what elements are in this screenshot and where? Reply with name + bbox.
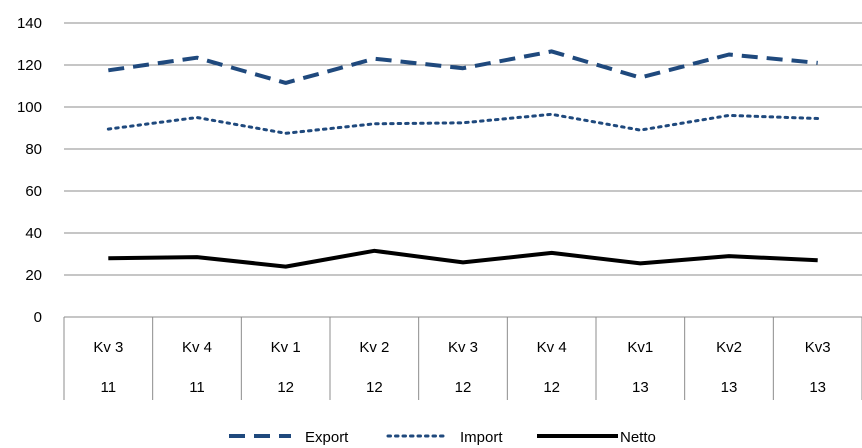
y-tick-label: 140 bbox=[17, 15, 42, 32]
legend: Export Import Netto bbox=[229, 429, 656, 446]
gridlines bbox=[64, 22, 862, 318]
legend-label-export: Export bbox=[305, 429, 349, 446]
x-tick-label-year: 12 bbox=[455, 379, 472, 396]
x-tick-label-year: 12 bbox=[366, 379, 383, 396]
x-tick-label-quarter: Kv 4 bbox=[537, 339, 567, 356]
x-tick-label-year: 13 bbox=[809, 379, 826, 396]
x-tick-label-year: 13 bbox=[632, 379, 649, 396]
x-tick-label-quarter: Kv2 bbox=[716, 339, 742, 356]
y-tick-label: 60 bbox=[25, 183, 42, 200]
series-line-export bbox=[108, 49, 818, 85]
legend-label-netto: Netto bbox=[620, 429, 656, 446]
x-tick-label-quarter: Kv 1 bbox=[271, 339, 301, 356]
x-axis: Kv 3 11 Kv 4 11 Kv 1 12 Kv 2 12 Kv 3 12 Kv 4 12 Kv1 1… bbox=[63, 317, 862, 400]
x-tick-label-quarter: Kv 3 bbox=[448, 339, 478, 356]
x-tick-label-quarter: Kv 4 bbox=[182, 339, 212, 356]
series-line-import bbox=[106, 112, 820, 135]
x-tick-label-year: 13 bbox=[721, 379, 738, 396]
x-tick-label-quarter: Kv3 bbox=[805, 339, 831, 356]
y-tick-label: 20 bbox=[25, 267, 42, 284]
x-tick-label-quarter: Kv 3 bbox=[93, 339, 123, 356]
x-tick-label-quarter: Kv1 bbox=[627, 339, 653, 356]
x-tick-label-year: 11 bbox=[101, 379, 117, 396]
y-tick-label: 80 bbox=[25, 141, 42, 158]
series-lines bbox=[106, 49, 820, 269]
y-tick-label: 40 bbox=[25, 225, 42, 242]
x-tick-label-year: 11 bbox=[189, 379, 205, 396]
y-axis-ticks: 0 20 40 60 80 100 120 140 bbox=[17, 15, 42, 326]
legend-label-import: Import bbox=[460, 429, 503, 446]
series-line-netto bbox=[108, 248, 818, 269]
x-tick-label-year: 12 bbox=[543, 379, 560, 396]
y-tick-label: 0 bbox=[34, 309, 42, 326]
x-tick-label-quarter: Kv 2 bbox=[359, 339, 389, 356]
y-tick-label: 100 bbox=[17, 99, 42, 116]
x-tick-label-year: 12 bbox=[277, 379, 294, 396]
y-tick-label: 120 bbox=[17, 57, 42, 74]
